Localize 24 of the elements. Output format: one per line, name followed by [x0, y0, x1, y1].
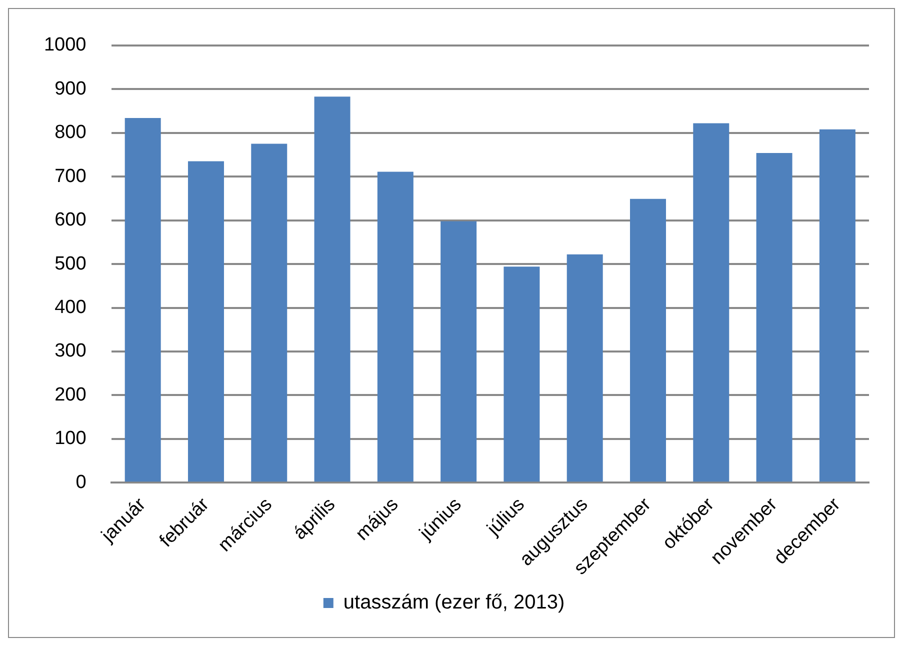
y-tick-label: 0: [76, 472, 86, 493]
y-tick-label: 200: [54, 384, 86, 406]
legend-label: utasszám (ezer fő, 2013): [343, 592, 565, 614]
y-tick-label: 600: [54, 210, 86, 231]
bar: [819, 129, 856, 482]
bar: [693, 123, 730, 482]
bar: [566, 254, 603, 482]
bar: [504, 266, 540, 482]
y-tick-label: 400: [54, 297, 86, 318]
y-tick-label: 100: [54, 428, 86, 450]
y-tick-label: 300: [54, 340, 86, 362]
y-tick-label: 500: [54, 253, 86, 274]
bar: [314, 96, 350, 482]
bar: [440, 221, 477, 482]
bar: [188, 161, 224, 482]
bar: [251, 144, 288, 482]
y-tick-label: 700: [54, 166, 86, 187]
y-tick-label: 800: [54, 122, 86, 144]
y-tick-label: 900: [54, 78, 86, 100]
bar: [377, 172, 414, 482]
bar: [630, 198, 666, 482]
y-tick-label: 1000: [44, 34, 86, 56]
bar: [124, 118, 161, 482]
bar: [756, 152, 792, 482]
